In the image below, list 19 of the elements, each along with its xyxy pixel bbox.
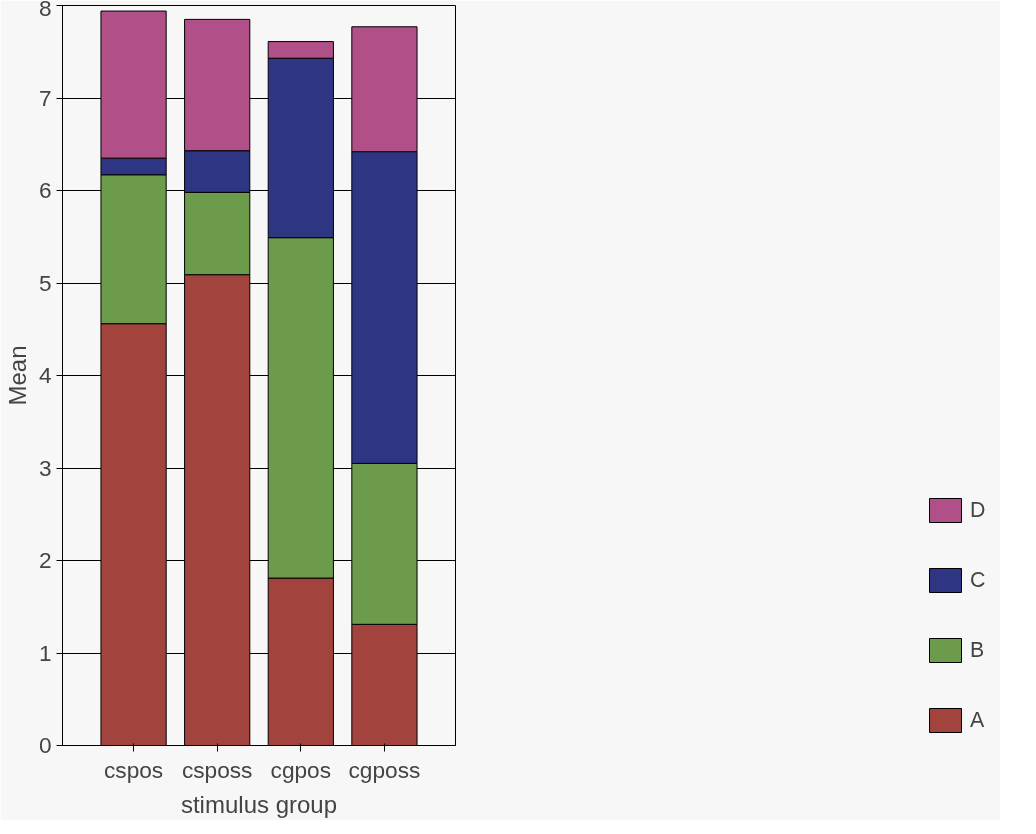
x-tick-label: cgposs	[348, 756, 421, 783]
y-tick-label: 2	[38, 547, 52, 573]
y-axis-title: Mean	[3, 345, 31, 406]
y-tick-label: 6	[38, 177, 52, 203]
x-tick-label: cspos	[103, 756, 164, 783]
legend-label: D	[970, 497, 987, 523]
legend-label: B	[970, 637, 986, 663]
x-tick-label: cgpos	[270, 756, 332, 783]
y-tick-label: 5	[38, 269, 52, 296]
legend-label: A	[970, 707, 986, 733]
y-tick-label: 0	[38, 732, 52, 758]
y-tick-label: 4	[38, 362, 52, 388]
legend-label: C	[970, 567, 987, 593]
x-tick-label: csposs	[181, 756, 253, 783]
x-axis-title: stimulus group	[180, 790, 338, 818]
y-tick-label: 3	[38, 454, 52, 481]
y-tick-label: 7	[38, 84, 52, 111]
y-tick-label: 8	[38, 0, 52, 21]
y-tick-label: 1	[38, 639, 52, 666]
